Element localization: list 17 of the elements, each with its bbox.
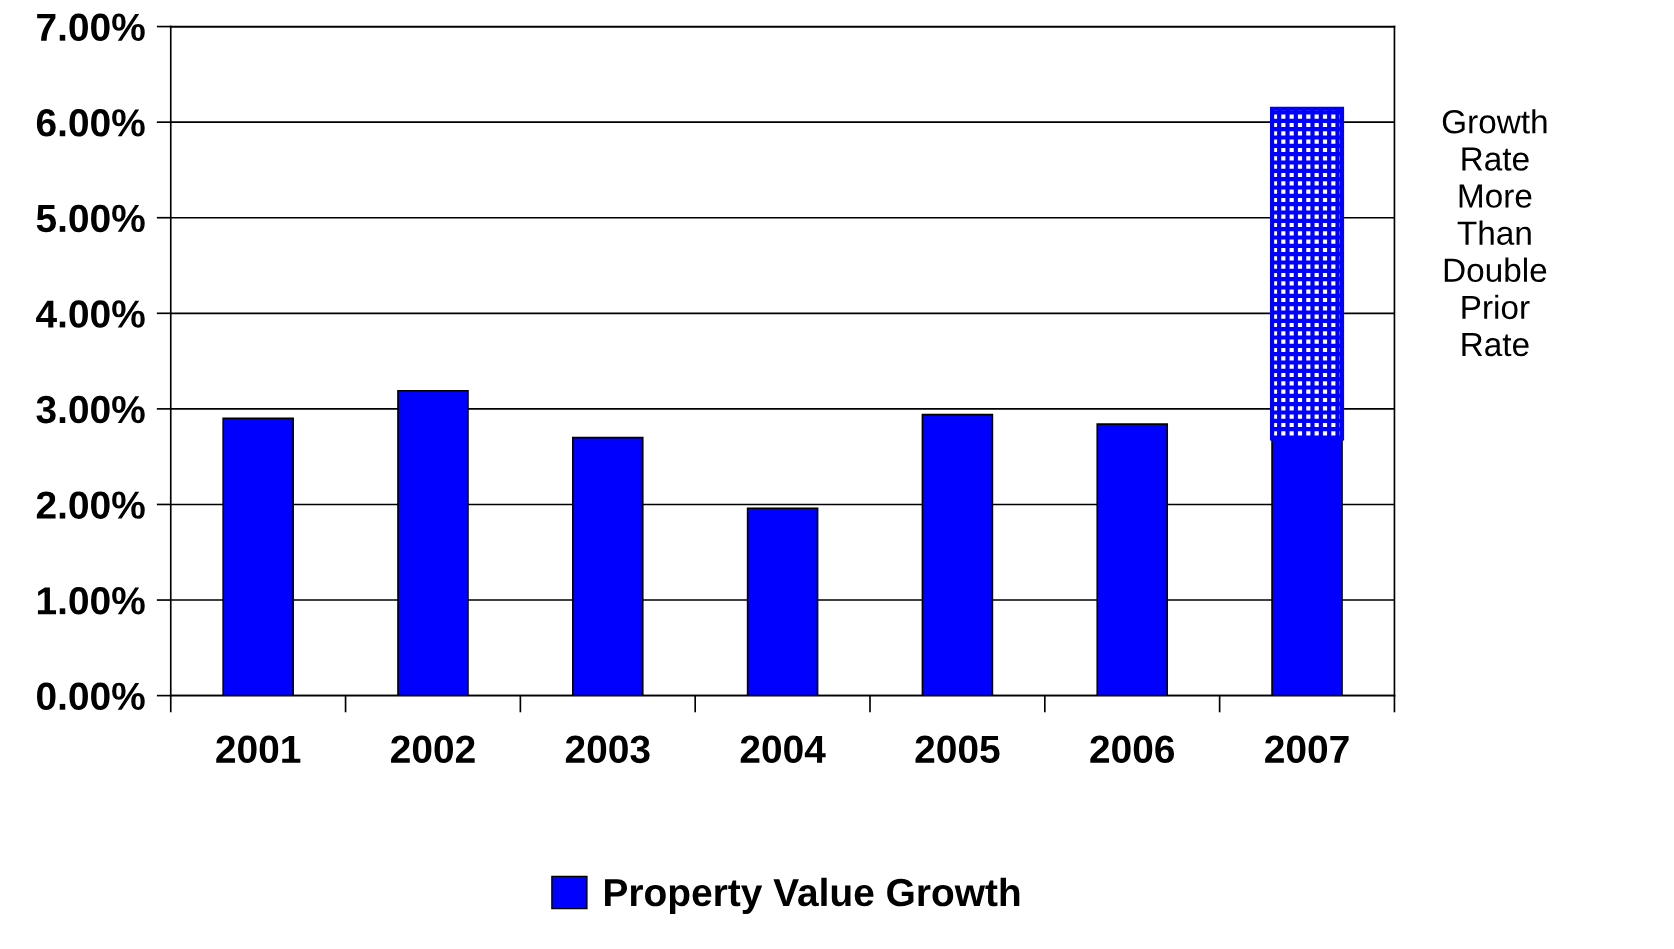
x-tick-label: 2002 <box>391 735 475 764</box>
y-tick-label: 4.00% <box>36 300 145 328</box>
y-tick-label: 1.00% <box>37 586 145 615</box>
x-tick-label: 2001 <box>216 735 301 764</box>
legend-label: Property Value Growth <box>605 877 1020 914</box>
x-tick-label: 2004 <box>740 735 826 764</box>
y-tick-label: 3.00% <box>36 395 145 424</box>
x-tick-label: 2003 <box>565 735 650 764</box>
y-tick-label: 6.00% <box>36 109 145 137</box>
y-tick-label: 5.00% <box>36 204 145 233</box>
x-tick-label: 2007 <box>1265 735 1349 764</box>
y-tick-label: 2.00% <box>36 491 145 519</box>
x-tick-label: 2005 <box>915 735 1000 764</box>
x-tick-label: 2006 <box>1090 735 1175 764</box>
y-tick-label: 0.00% <box>37 682 145 711</box>
text: Growth Rate More Than Double Prior Rate <box>1442 109 1547 357</box>
y-tick-label: 7.00% <box>37 13 145 42</box>
